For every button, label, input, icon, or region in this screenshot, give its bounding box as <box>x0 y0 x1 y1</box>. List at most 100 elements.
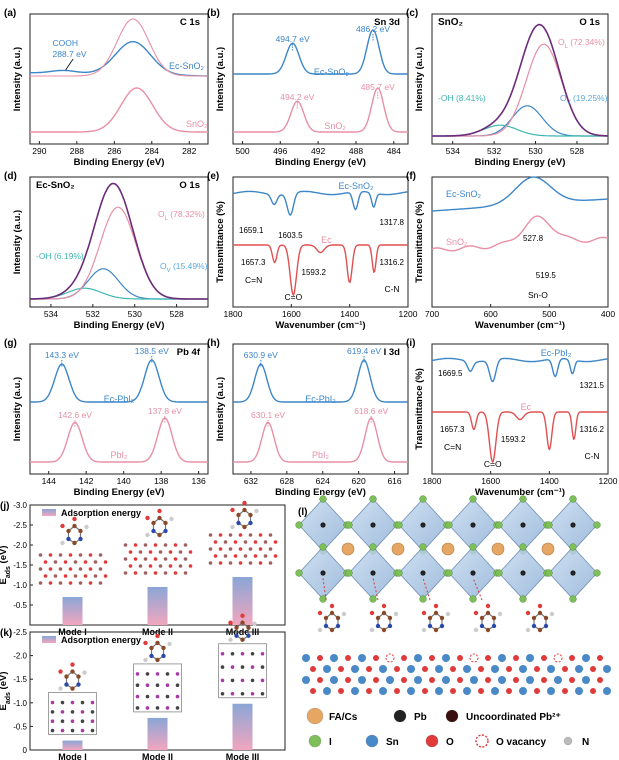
molecule-atom <box>163 528 168 534</box>
slab-atom <box>98 567 103 571</box>
slab-atom <box>218 547 223 551</box>
molecule-atom <box>242 507 247 513</box>
series-sno2 <box>233 87 408 133</box>
series-top <box>431 357 609 383</box>
cell-atom <box>155 683 160 688</box>
tin-atom <box>575 665 583 673</box>
oxygen-vacancy <box>385 653 395 663</box>
plot-frame <box>431 13 609 145</box>
molecule-atom <box>70 686 75 691</box>
oxygen-atom <box>534 666 540 672</box>
legend-label: Pb <box>414 712 427 723</box>
lead-atom <box>370 570 376 576</box>
molecule-atom <box>72 523 77 529</box>
molecule-atom <box>525 610 531 616</box>
slab-atom <box>263 554 268 558</box>
charts-layer: 290 288 286 284 282 Binding Energy (eV) Intens… <box>0 8 618 760</box>
molecule-atom <box>78 536 83 542</box>
x-tick-label: 1400 <box>340 309 359 319</box>
x-tick-label: 140 <box>117 476 131 486</box>
x-axis-label: Binding Energy (eV) <box>275 487 366 498</box>
oxygen-atom <box>345 677 351 683</box>
cell-atom <box>165 683 170 688</box>
legend-label: Adsorption energy <box>61 635 141 645</box>
slab-atom <box>128 564 133 568</box>
sample-label: Ec-SnO₂ <box>36 180 75 191</box>
molecule-atom <box>70 669 75 674</box>
molecule-atom <box>143 657 148 663</box>
molecule-atom <box>151 520 156 526</box>
cell-atom <box>220 651 225 656</box>
molecule-atom <box>234 633 239 638</box>
molecule-atom <box>369 627 375 633</box>
iodide-atom <box>295 569 303 577</box>
legend-label: Ec <box>321 235 332 245</box>
tin-atom <box>498 676 506 684</box>
legend-marker <box>306 707 324 725</box>
x-tick-label: 530 <box>128 309 142 319</box>
tin-atom <box>575 687 583 695</box>
x-tick-label: 1600 <box>282 309 301 319</box>
y-tick-label: -2.5 <box>13 628 27 637</box>
legend-label: FA/Cs <box>329 712 358 723</box>
molecule-atom <box>58 669 63 674</box>
molecule-atom <box>393 611 399 617</box>
molecule-atom <box>341 611 347 617</box>
panel-label: (e) <box>207 171 219 182</box>
series-fit <box>30 18 208 77</box>
fa-cs-cation <box>391 542 405 556</box>
oxygen-atom <box>597 677 603 683</box>
slab-atom <box>168 564 173 568</box>
annotation: 1316.2 <box>580 425 605 434</box>
cell-atom <box>165 706 170 710</box>
cell-atom <box>155 694 160 699</box>
cell-atom <box>250 651 255 656</box>
cell-atom <box>60 728 65 733</box>
slab-atom <box>233 540 238 544</box>
molecule-atom <box>60 540 65 546</box>
series-sno2 <box>30 87 208 133</box>
x-tick-label: 1400 <box>540 476 559 486</box>
legend-label: Ec-SnO₂ <box>169 61 205 71</box>
tin-atom <box>603 665 611 673</box>
annotation: 1321.5 <box>580 381 605 390</box>
annotation: 486.2 eV <box>356 24 390 34</box>
slab-atom <box>38 567 43 571</box>
tin-atom <box>379 665 387 673</box>
panel-label: (f) <box>406 171 416 182</box>
tin-atom <box>323 665 331 673</box>
slab-atom <box>78 553 83 557</box>
molecule-atom <box>155 657 160 663</box>
cell-atom <box>80 710 85 714</box>
cell-atom <box>60 719 65 724</box>
oxygen-atom <box>597 655 603 661</box>
annotation: OL (78.32%) <box>158 209 205 222</box>
oxygen-atom <box>310 666 316 672</box>
molecule-atom <box>252 621 257 626</box>
annotation: 143.3 eV <box>45 350 79 360</box>
slab-atom <box>218 561 223 565</box>
cell-atom <box>135 706 140 710</box>
iodide-atom <box>295 521 303 529</box>
cell-atom <box>260 651 265 656</box>
molecule-atom <box>317 610 323 616</box>
annotation: 1669.5 <box>438 369 463 378</box>
x-tick-label: 624 <box>316 476 330 486</box>
envelope <box>432 23 608 137</box>
slab-atom <box>153 543 158 547</box>
annotation: Sn-O <box>528 290 548 300</box>
annotation: 618.6 eV <box>354 406 388 416</box>
slab-atom <box>143 543 148 547</box>
panel-title: O 1s <box>579 17 600 28</box>
bar <box>62 597 83 625</box>
oxygen-atom <box>457 655 463 661</box>
slab-atom <box>163 543 168 547</box>
tin-atom <box>463 665 471 673</box>
panel-label: (i) <box>406 338 415 349</box>
molecule-atom <box>543 615 549 621</box>
slab-atom <box>48 567 53 571</box>
slab-atom <box>68 553 73 557</box>
slab-atom <box>228 547 233 551</box>
slab-atom <box>88 553 93 557</box>
tin-atom <box>519 687 527 695</box>
